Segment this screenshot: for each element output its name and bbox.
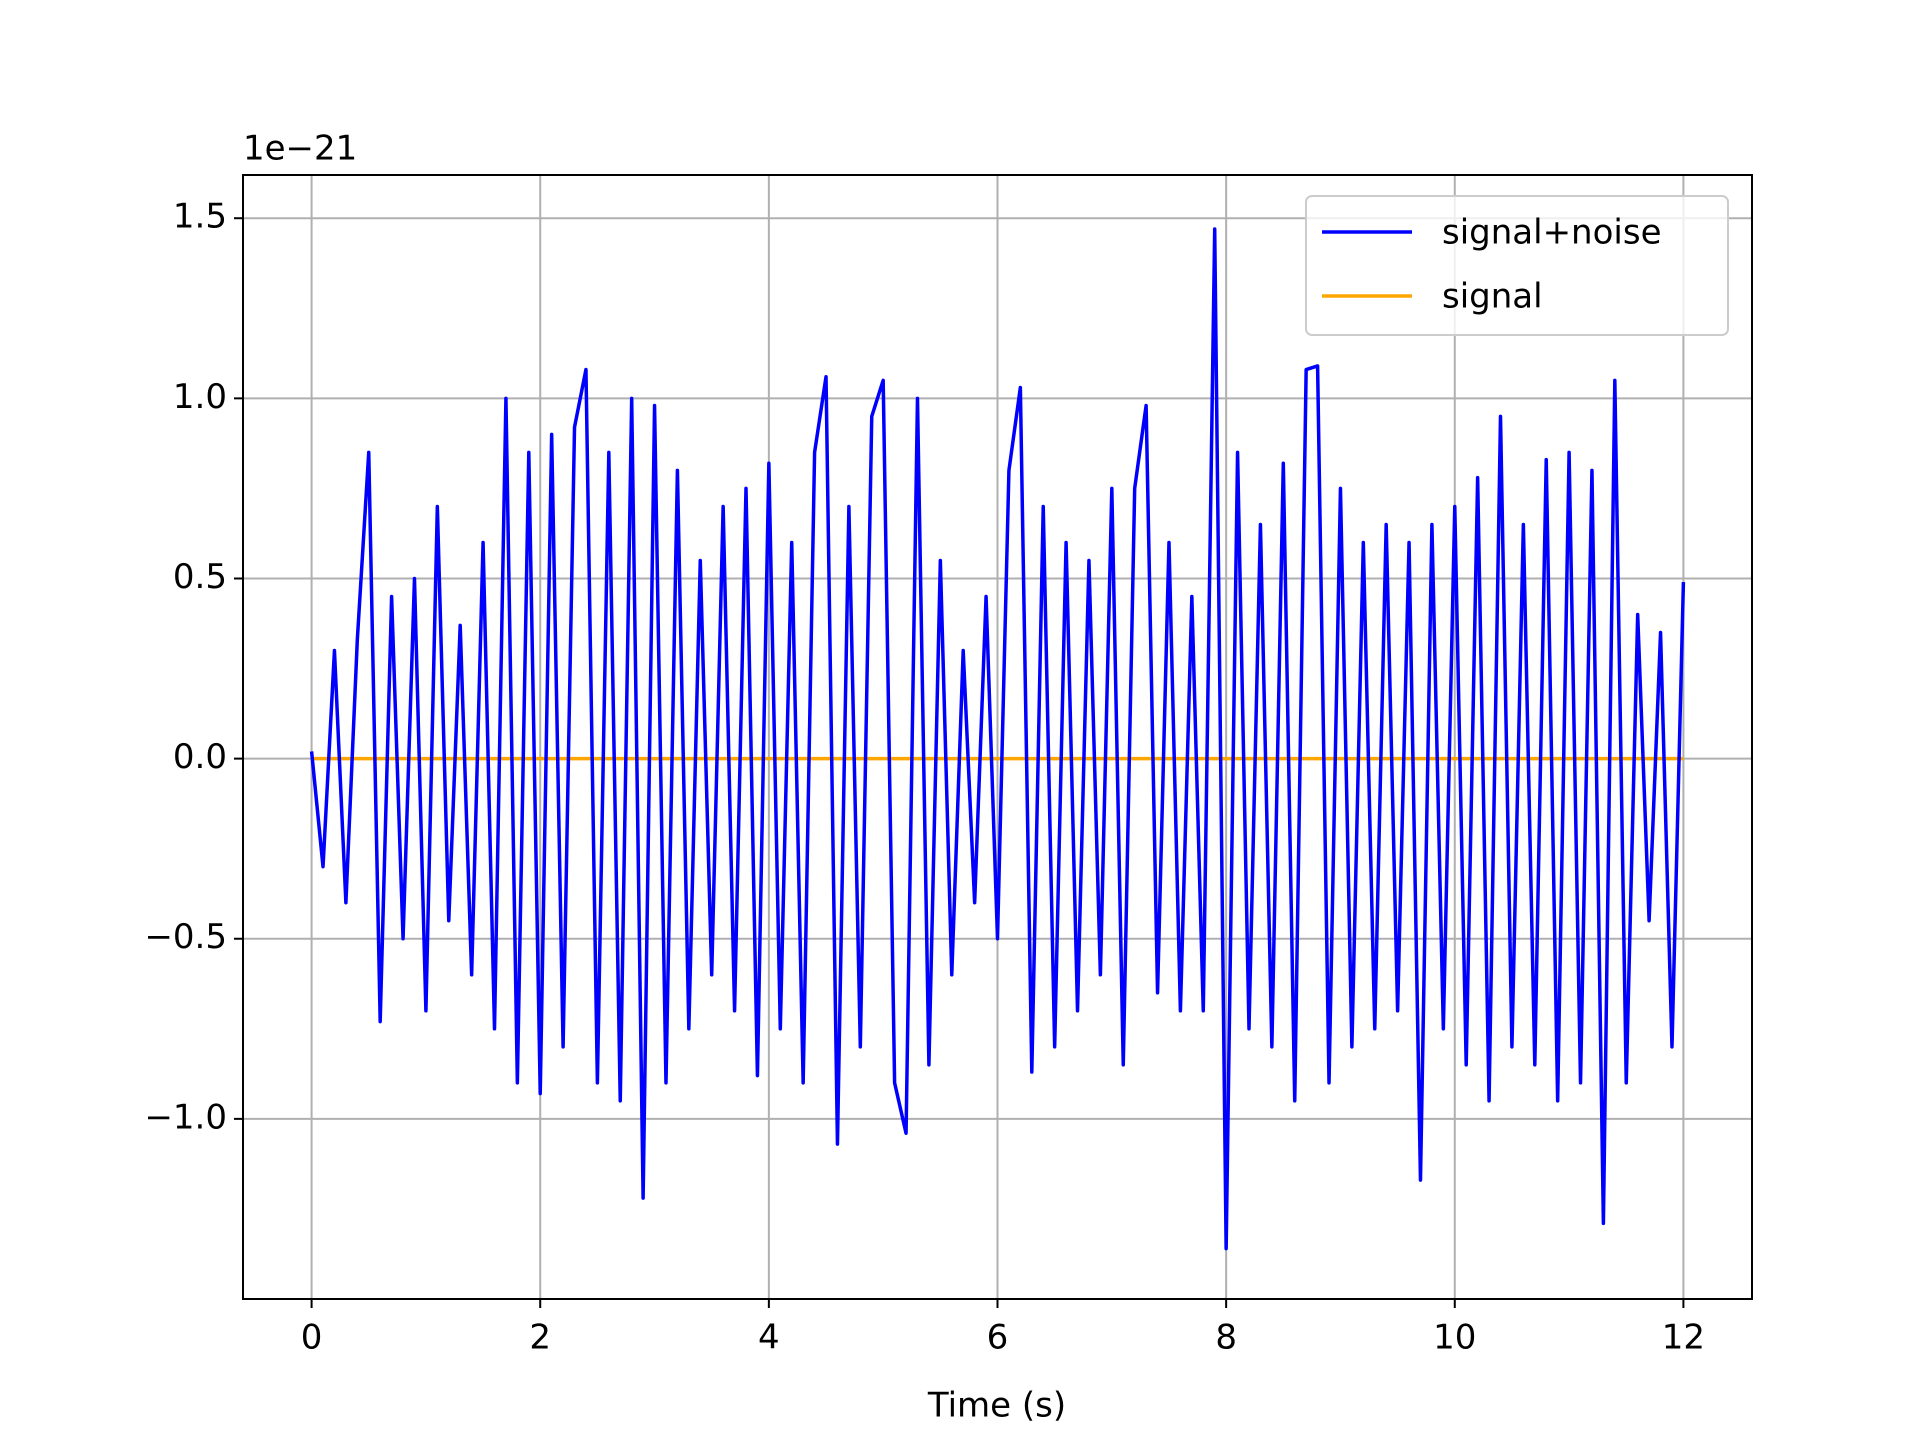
offset-label: 1e−21: [243, 129, 357, 169]
y-tick-label: 1.0: [173, 377, 227, 417]
x-tick-label: 12: [1662, 1318, 1705, 1358]
x-tick-label: 8: [1215, 1318, 1237, 1358]
axes-frame: [242, 174, 1753, 1300]
series-line: [309, 227, 1686, 1251]
legend-label: signal+noise: [1442, 213, 1662, 253]
x-tick-label: 0: [301, 1318, 323, 1358]
x-tick-label: 10: [1433, 1318, 1476, 1358]
y-tick-label: 0.0: [173, 737, 227, 777]
y-tick-label: −1.0: [144, 1097, 227, 1137]
y-tick-label: 1.5: [173, 197, 227, 237]
y-tick-label: −0.5: [144, 917, 227, 957]
y-tick-label: 0.5: [173, 557, 227, 597]
x-tick-label: 6: [987, 1318, 1009, 1358]
x-tick-label: 2: [529, 1318, 551, 1358]
x-tick-label: 4: [758, 1318, 780, 1358]
legend-label: signal: [1442, 277, 1543, 317]
x-axis-label: Time (s): [927, 1386, 1066, 1426]
